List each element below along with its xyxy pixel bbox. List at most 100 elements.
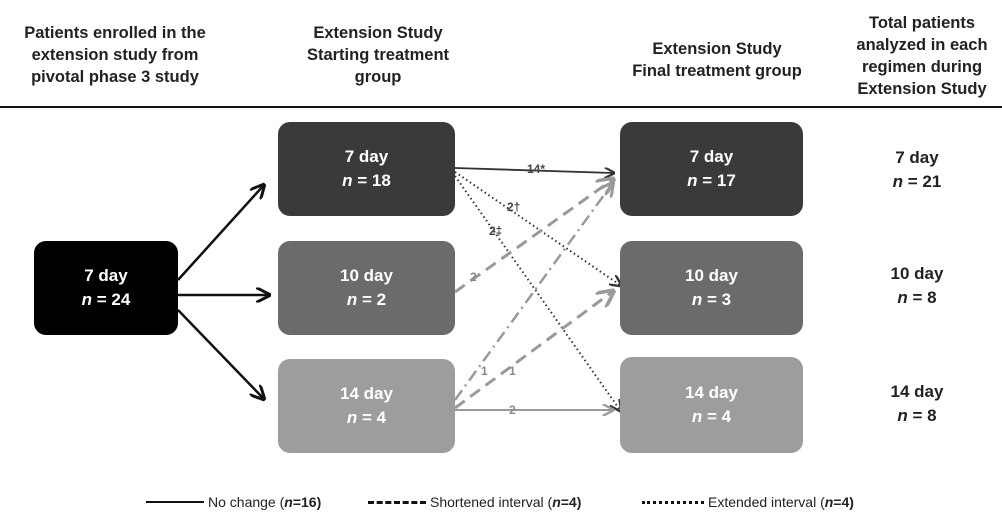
legend-no-change-value: =16) (292, 494, 322, 510)
flow-label-14-to-14: 2 (509, 403, 516, 417)
legend: No change (n=16) Shortened interval (n=4… (0, 494, 1002, 514)
legend-no-change: No change (n=16) (146, 494, 321, 510)
total-10day-n: n = 8 (862, 286, 972, 310)
final-10day-box: 10 day n = 3 (620, 241, 803, 335)
legend-shortened-n: n (552, 494, 561, 510)
total-14day-label: 14 day (890, 382, 944, 401)
starting-10day-n-value: 2 (376, 290, 387, 309)
header-total-line4: Extension Study (857, 80, 987, 98)
total-7day-label: 7 day (895, 148, 939, 167)
final-10day-n-value: 3 (721, 290, 732, 309)
total-7day-n-value: 21 (922, 172, 942, 191)
starting-10day-label: 10 day (340, 266, 393, 285)
final-7day-n-value: 17 (716, 171, 736, 190)
flow-label-7-to-10: 2† (507, 200, 521, 214)
final-14day-label: 14 day (685, 383, 738, 402)
header-total-line1: Total patients (868, 14, 976, 32)
header-starting-group: Extension Study Starting treatment group (278, 22, 478, 88)
header-final-line2: Final treatment group (632, 62, 802, 80)
legend-shortened-text: Shortened interval ( (430, 494, 553, 510)
pivotal-n: n = 24 (82, 288, 131, 312)
header-enrolled-line3: pivotal phase 3 study (31, 68, 199, 86)
total-7day: 7 day n = 21 (862, 146, 972, 194)
starting-14day-box: 14 day n = 4 (278, 359, 455, 453)
n-symbol: n (897, 406, 908, 425)
arrow-14-to-10-dashed (454, 292, 612, 410)
header-final-group: Extension Study Final treatment group (612, 38, 822, 82)
n-equals: = (697, 171, 717, 190)
arrow-10-to-7-dashed (454, 180, 612, 294)
final-7day-label: 7 day (689, 147, 734, 166)
starting-10day-box: 10 day n = 2 (278, 241, 455, 335)
starting-7day-n-value: 18 (371, 171, 391, 190)
legend-extended-n: n (824, 494, 834, 510)
flow-label-7-to-14: 2‡ (489, 224, 503, 238)
n-symbol: n (691, 290, 703, 309)
header-starting-line3: group (354, 68, 402, 86)
legend-dotted-line (642, 500, 704, 504)
final-14day-n: n = 4 (692, 405, 731, 429)
header-total-analyzed: Total patients analyzed in each regimen … (842, 12, 1002, 100)
n-equals: = (702, 407, 722, 426)
arrow-pivotal-to-7day (177, 186, 263, 281)
pivotal-label: 7 day (84, 266, 128, 285)
arrow-7-to-7-solid (454, 167, 613, 173)
total-14day-n-value: 8 (927, 406, 937, 425)
header-enrolled: Patients enrolled in the extension study… (0, 22, 230, 88)
total-10day-n-value: 8 (927, 288, 937, 307)
header-total-line3: regimen during (861, 58, 983, 76)
n-symbol: n (897, 288, 908, 307)
n-equals: = (92, 290, 112, 309)
starting-7day-label: 7 day (344, 147, 389, 166)
flow-label-10-to-7: 2 (470, 270, 477, 284)
starting-10day-n: n = 2 (347, 288, 386, 312)
header-total-line2: analyzed in each (856, 36, 988, 54)
n-equals: = (702, 290, 722, 309)
arrow-7-to-14-dotted (454, 175, 620, 410)
pivotal-7day-box: 7 day n = 24 (34, 241, 178, 335)
n-equals: = (357, 290, 377, 309)
final-10day-label: 10 day (685, 266, 738, 285)
header-starting-line2: Starting treatment (306, 46, 450, 64)
starting-7day-box: 7 day n = 18 (278, 122, 455, 216)
n-equals: = (903, 172, 923, 191)
final-14day-n-value: 4 (721, 407, 732, 426)
legend-no-change-text: No change ( (208, 494, 285, 510)
starting-7day-n: n = 18 (342, 169, 391, 193)
n-equals: = (907, 406, 928, 425)
n-symbol: n (687, 171, 698, 190)
starting-14day-label: 14 day (340, 384, 393, 403)
legend-extended-text: Extended interval ( (708, 494, 825, 510)
legend-no-change-n: n (284, 494, 293, 510)
total-7day-n: n = 21 (862, 170, 972, 194)
n-symbol: n (346, 408, 358, 427)
starting-14day-n: n = 4 (347, 406, 386, 430)
header-enrolled-line1: Patients enrolled in the (24, 24, 206, 42)
n-equals: = (357, 408, 377, 427)
flow-label-14-to-10: 1 (509, 364, 516, 378)
flow-label-7-to-7: 14* (527, 162, 546, 176)
arrow-14-to-7-dashdot (453, 184, 612, 401)
final-7day-box: 7 day n = 17 (620, 122, 803, 216)
pivotal-n-value: 24 (111, 290, 131, 309)
flow-label-14-to-7: 1 (481, 364, 488, 378)
legend-shortened: Shortened interval (n=4) (368, 494, 581, 510)
total-14day-n: n = 8 (862, 404, 972, 428)
n-symbol: n (691, 407, 703, 426)
n-equals: = (352, 171, 372, 190)
final-14day-box: 14 day n = 4 (620, 357, 803, 453)
final-10day-n: n = 3 (692, 288, 731, 312)
legend-solid-line (146, 501, 204, 503)
total-10day: 10 day n = 8 (862, 262, 972, 310)
final-7day-n: n = 17 (687, 169, 736, 193)
n-symbol: n (342, 171, 353, 190)
arrow-7-to-10-dotted (454, 171, 620, 285)
n-symbol: n (81, 290, 93, 309)
header-divider (0, 106, 1002, 108)
total-14day: 14 day n = 8 (862, 380, 972, 428)
legend-extended: Extended interval (n=4) (642, 494, 854, 510)
total-10day-label: 10 day (890, 264, 944, 283)
legend-extended-value: =4) (833, 494, 854, 510)
n-equals: = (907, 288, 928, 307)
